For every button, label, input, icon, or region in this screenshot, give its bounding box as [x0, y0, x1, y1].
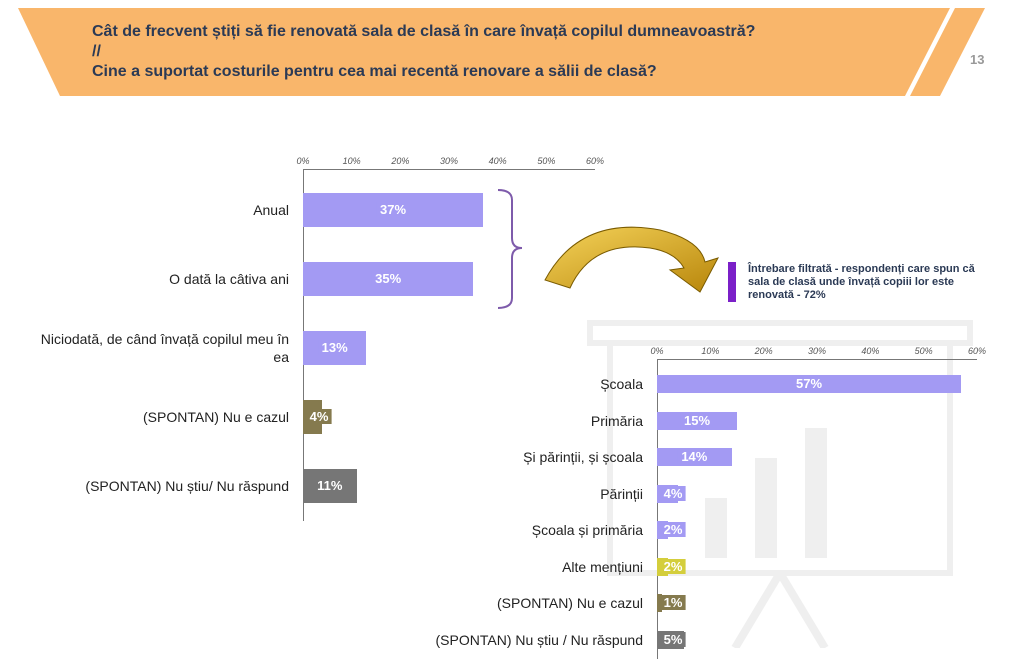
data-label: 35%	[372, 271, 405, 286]
category-label: (SPONTAN) Nu știu/ Nu răspund	[85, 478, 289, 494]
category-label: Anual	[253, 202, 289, 218]
category-label: O dată la câtiva ani	[169, 271, 289, 287]
category-label: Școala	[600, 376, 643, 392]
presentation-board-icon	[587, 320, 973, 648]
tick-label: 10%	[342, 156, 361, 166]
category-label: Niciodată, de când învață copilul meu în…	[40, 331, 289, 365]
bar	[657, 594, 663, 612]
tick-label: 20%	[391, 156, 410, 166]
data-label: 14%	[678, 449, 711, 464]
data-label: 2%	[660, 522, 686, 537]
tick-label: 40%	[488, 156, 507, 166]
bracket-shape	[497, 189, 523, 309]
data-label: 37%	[377, 202, 410, 217]
y-axis-line	[657, 359, 658, 659]
category-label: (SPONTAN) Nu știu / Nu răspund	[435, 631, 643, 648]
data-label: 15%	[680, 412, 714, 428]
question-text: Cât de frecvent știți să fie renovată sa…	[92, 22, 912, 82]
data-label: 4%	[306, 409, 332, 424]
data-label: 2%	[660, 558, 686, 574]
data-label: 5%	[660, 631, 686, 647]
x-axis-line	[303, 169, 595, 170]
category-label: Și părinții, și școala	[523, 449, 643, 465]
tick-label: 0%	[650, 346, 664, 356]
x-axis-line	[657, 359, 977, 360]
data-label: 11%	[314, 478, 346, 493]
data-label: 4%	[660, 485, 686, 501]
header-banner	[0, 0, 1024, 100]
tick-label: 40%	[861, 346, 880, 356]
banner-shape	[18, 8, 985, 96]
question-line-1: Cât de frecvent știți să fie renovată sa…	[92, 23, 756, 40]
data-label: 13%	[318, 340, 351, 355]
category-label: (SPONTAN) Nu e cazul	[143, 409, 289, 425]
tick-label: 10%	[701, 346, 720, 356]
tick-label: 50%	[914, 346, 933, 356]
tick-label: 20%	[754, 346, 773, 356]
tick-label: 60%	[967, 346, 987, 356]
category-label: Alte mențiuni	[562, 558, 643, 575]
category-label: (SPONTAN) Nu e cazul	[497, 595, 643, 611]
category-label: Școala și primăria	[531, 522, 643, 538]
category-label: Părinții	[600, 485, 643, 502]
tick-label: 30%	[807, 346, 827, 356]
tick-label: 50%	[537, 156, 556, 166]
filter-note: Întrebare filtrată - respondenți care sp…	[748, 263, 975, 301]
tick-label: 30%	[439, 156, 459, 166]
question-line-2: Cine a suportat costurile pentru cea mai…	[92, 63, 657, 80]
data-label: 57%	[792, 376, 826, 391]
data-label: 1%	[660, 595, 686, 610]
tick-label: 60%	[585, 156, 605, 166]
page-number: 13	[970, 52, 985, 67]
curved-arrow-icon	[544, 226, 720, 293]
note-accent-bar	[728, 262, 736, 302]
question-separator: //	[92, 43, 101, 60]
category-label: Primăria	[590, 412, 643, 429]
tick-label: 0%	[296, 156, 310, 166]
